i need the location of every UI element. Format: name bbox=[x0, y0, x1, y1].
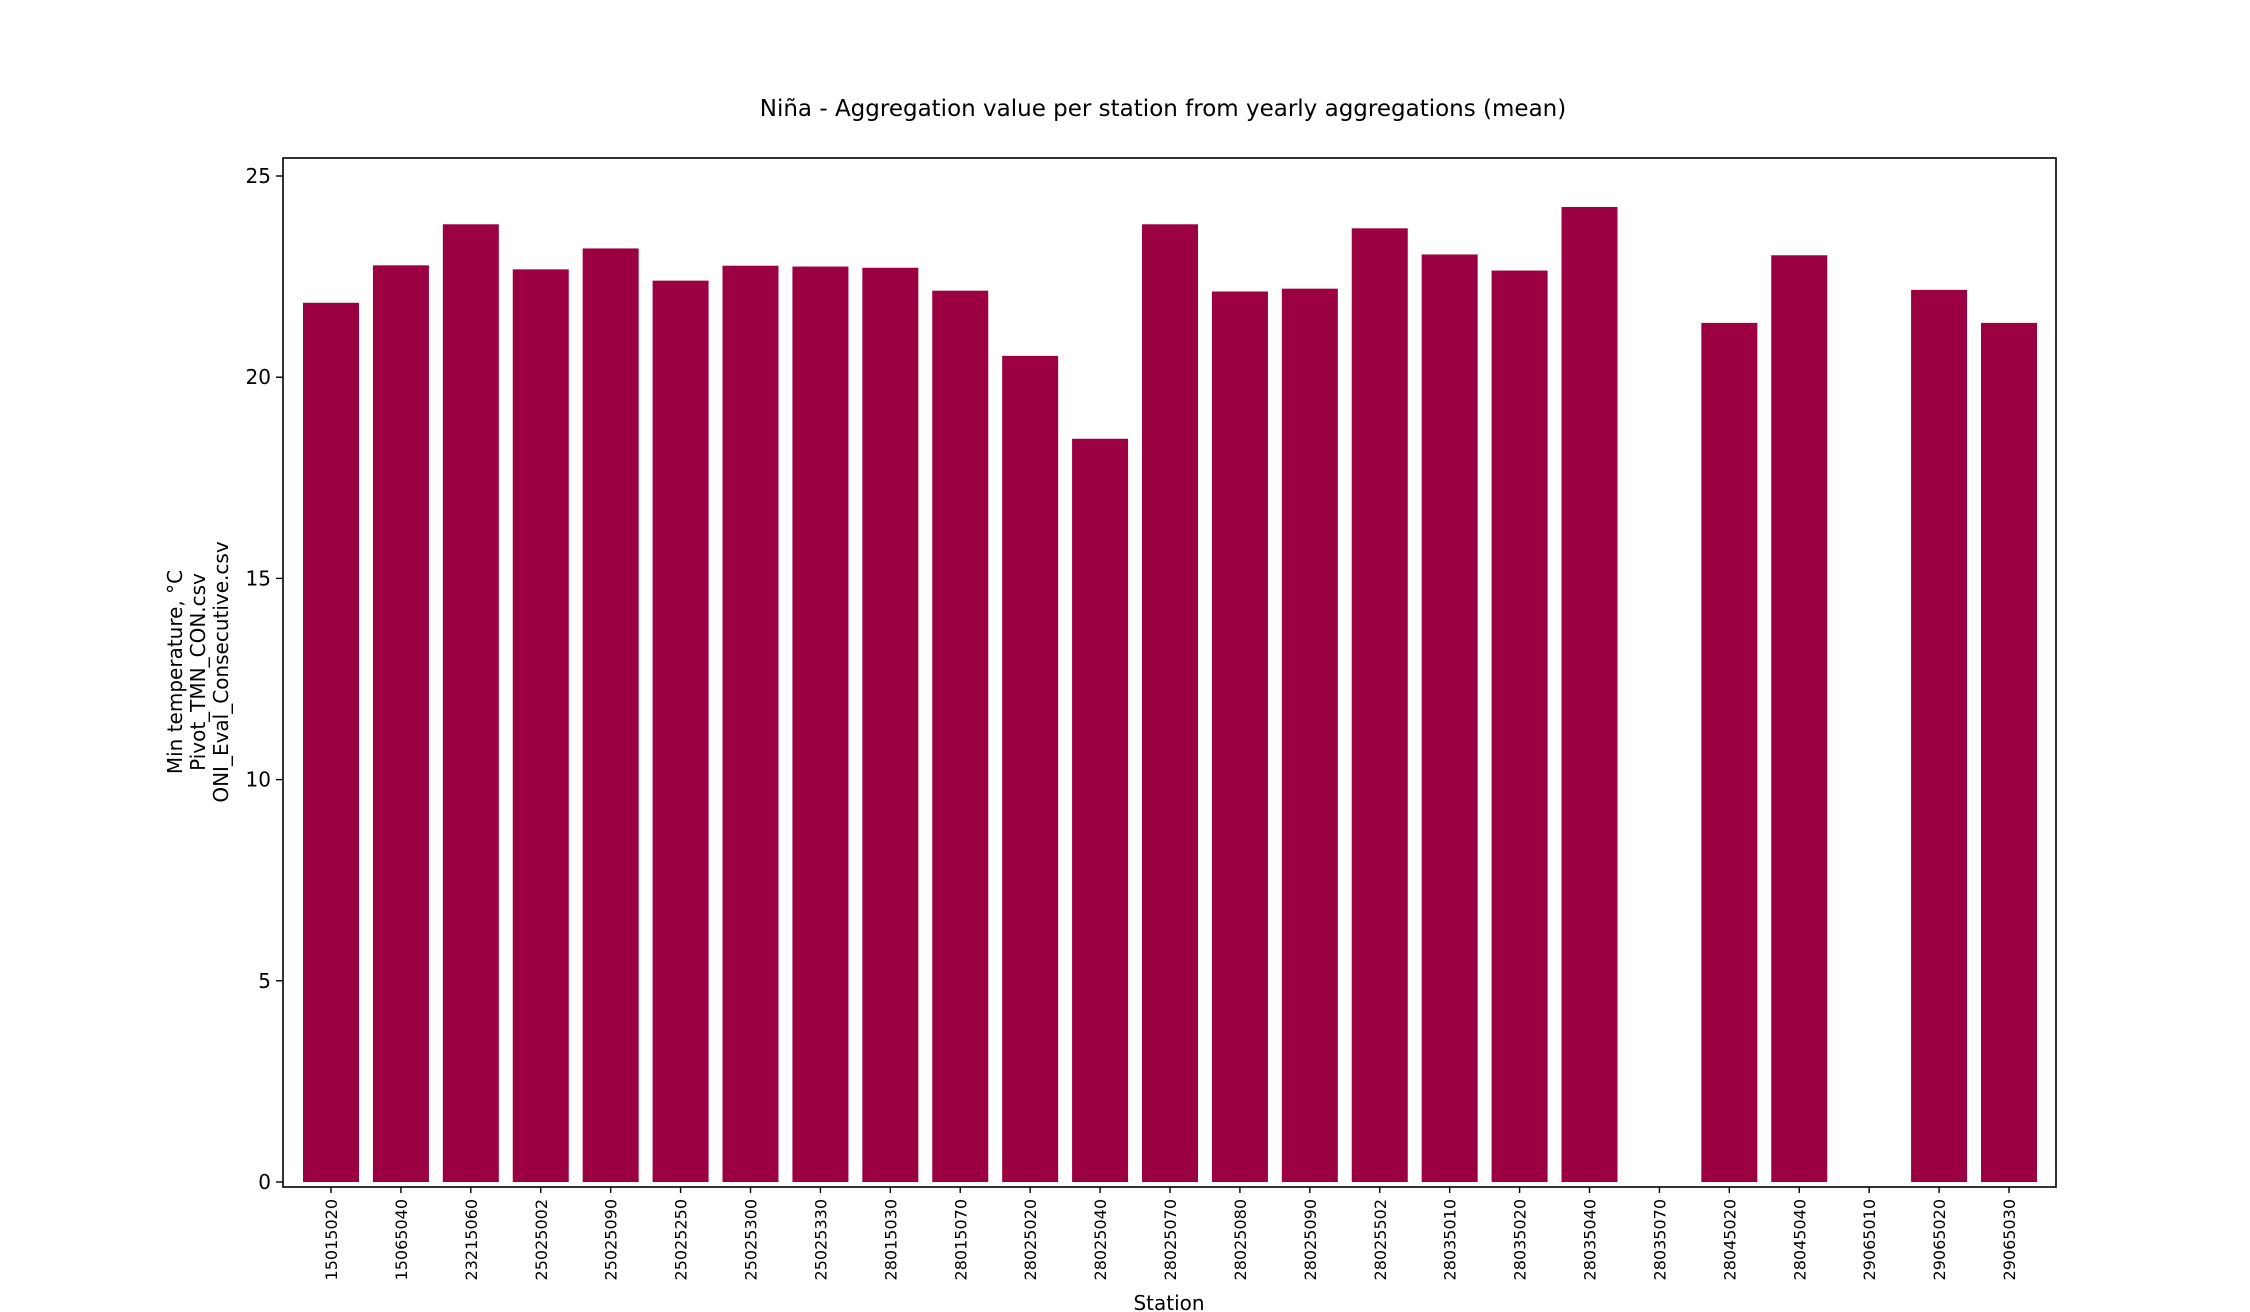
x-tick-label-28025502: 28025502 bbox=[1371, 1199, 1390, 1280]
y-tick-label-25: 25 bbox=[246, 164, 271, 188]
bar-28035020 bbox=[1491, 270, 1548, 1182]
x-tick-label-25025002: 25025002 bbox=[532, 1199, 551, 1280]
x-tick-label-25025250: 25025250 bbox=[672, 1199, 691, 1280]
bar-25025002 bbox=[512, 269, 569, 1182]
bar-28035040 bbox=[1561, 206, 1618, 1183]
x-tick-label-29065020: 29065020 bbox=[1930, 1199, 1949, 1280]
bar-28025040 bbox=[1072, 438, 1129, 1182]
bar-28045040 bbox=[1771, 255, 1828, 1182]
x-tick-label-29065010: 29065010 bbox=[1860, 1199, 1879, 1280]
x-tick-label-15015020: 15015020 bbox=[322, 1199, 341, 1280]
y-axis: 0 5 10 15 20 25 bbox=[246, 164, 283, 1194]
x-axis-label: Station bbox=[1133, 1291, 1204, 1312]
y-tick-label-5: 5 bbox=[258, 969, 271, 993]
chart-title: Niña - Aggregation value per station fro… bbox=[760, 96, 1566, 122]
x-tick-label-28035020: 28035020 bbox=[1511, 1199, 1530, 1280]
x-tick-label-25025300: 25025300 bbox=[742, 1199, 761, 1280]
y-tick-label-15: 15 bbox=[246, 566, 271, 590]
bar-28015070 bbox=[932, 290, 989, 1182]
bar-28025502 bbox=[1351, 228, 1408, 1182]
x-axis: 15015020 15065040 23215060 25025002 25025090… bbox=[322, 1187, 2019, 1280]
bar-28045020 bbox=[1701, 322, 1758, 1182]
y-tick-label-10: 10 bbox=[246, 768, 271, 792]
x-tick-label-29065030: 29065030 bbox=[2000, 1199, 2019, 1280]
x-tick-label-28025080: 28025080 bbox=[1231, 1199, 1250, 1280]
x-tick-label-28015030: 28015030 bbox=[881, 1199, 900, 1280]
bar-28025090 bbox=[1281, 288, 1338, 1182]
x-tick-label-28025090: 28025090 bbox=[1301, 1199, 1320, 1280]
x-tick-label-28035040: 28035040 bbox=[1581, 1199, 1600, 1280]
bar-28035010 bbox=[1421, 254, 1478, 1183]
bar-23215060 bbox=[442, 224, 499, 1183]
x-tick-label-23215060: 23215060 bbox=[462, 1199, 481, 1280]
y-axis-label: Min temperature, °C Pivot_TMN_CON.csv ON… bbox=[163, 541, 233, 802]
bar-25025300 bbox=[722, 265, 779, 1182]
y-axis-label-line-2: Pivot_TMN_CON.csv bbox=[186, 573, 210, 771]
bar-15065040 bbox=[372, 265, 429, 1183]
x-tick-label-28015070: 28015070 bbox=[951, 1199, 970, 1280]
y-tick-label-20: 20 bbox=[246, 365, 271, 389]
x-tick-label-28025040: 28025040 bbox=[1091, 1199, 1110, 1280]
bar-28025070 bbox=[1142, 224, 1198, 1183]
bar-28025080 bbox=[1211, 291, 1268, 1182]
bar-29065020 bbox=[1911, 289, 1968, 1182]
y-axis-label-line-1: Min temperature, °C bbox=[163, 570, 187, 774]
x-tick-label-25025330: 25025330 bbox=[811, 1199, 830, 1280]
bar-29065030 bbox=[1981, 322, 2037, 1182]
bar-25025090 bbox=[582, 248, 639, 1182]
bar-15015020 bbox=[303, 302, 359, 1182]
x-tick-label-28045040: 28045040 bbox=[1790, 1199, 1809, 1280]
bar-25025250 bbox=[652, 280, 709, 1182]
y-axis-label-line-3: ONI_Eval_Consecutive.csv bbox=[209, 541, 233, 802]
x-tick-label-28025070: 28025070 bbox=[1161, 1199, 1180, 1280]
bar-28015030 bbox=[862, 267, 919, 1182]
x-tick-label-15065040: 15065040 bbox=[392, 1199, 411, 1280]
x-tick-label-28035010: 28035010 bbox=[1441, 1199, 1460, 1280]
bar-25025330 bbox=[792, 266, 849, 1182]
x-tick-label-28035070: 28035070 bbox=[1650, 1199, 1669, 1280]
plot-frame bbox=[282, 157, 2057, 1188]
x-tick-label-28025020: 28025020 bbox=[1021, 1199, 1040, 1280]
bars-layer bbox=[303, 206, 2037, 1183]
x-tick-label-28045020: 28045020 bbox=[1720, 1199, 1739, 1280]
y-tick-label-0: 0 bbox=[258, 1170, 271, 1194]
bar-28025020 bbox=[1002, 355, 1059, 1182]
x-tick-label-25025090: 25025090 bbox=[602, 1199, 621, 1280]
